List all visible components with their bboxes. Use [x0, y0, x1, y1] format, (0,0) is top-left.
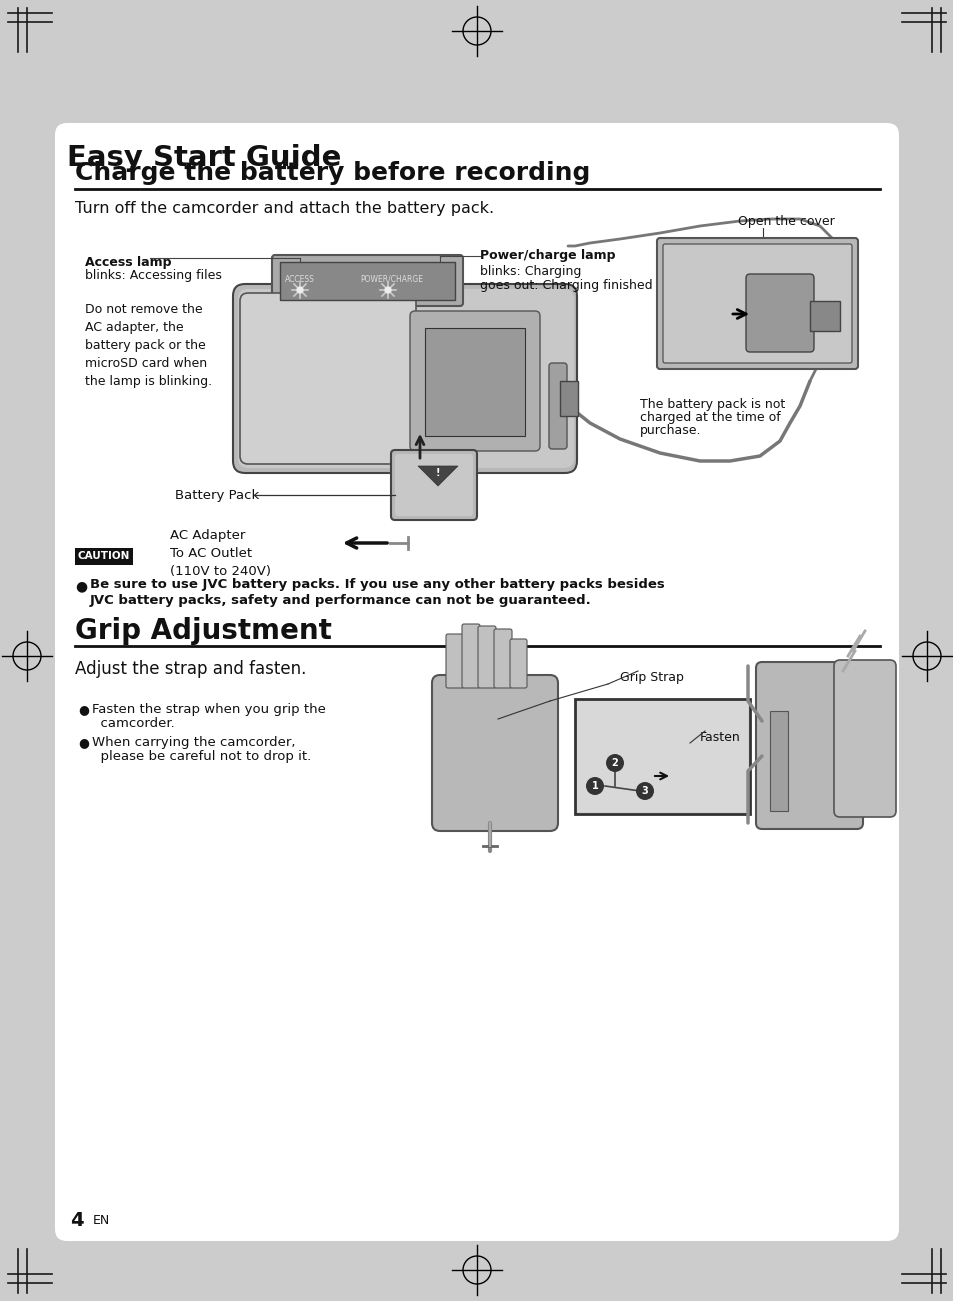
- FancyBboxPatch shape: [461, 624, 479, 688]
- Polygon shape: [417, 466, 457, 487]
- Text: ●: ●: [78, 736, 89, 749]
- Bar: [809, 301, 840, 330]
- FancyBboxPatch shape: [240, 293, 416, 464]
- Bar: [577, 701, 747, 812]
- Text: Easy Start Guide: Easy Start Guide: [67, 144, 341, 172]
- Text: blinks: Charging: blinks: Charging: [479, 265, 580, 278]
- Bar: [75, 548, 132, 565]
- FancyBboxPatch shape: [395, 454, 473, 516]
- Text: EN: EN: [92, 1215, 111, 1228]
- FancyBboxPatch shape: [662, 245, 851, 363]
- Circle shape: [296, 288, 303, 293]
- Text: Grip Strap: Grip Strap: [619, 671, 683, 684]
- FancyBboxPatch shape: [410, 311, 539, 451]
- Text: Fasten: Fasten: [700, 731, 740, 744]
- Text: goes out: Charging finished: goes out: Charging finished: [479, 278, 652, 291]
- Circle shape: [385, 288, 391, 293]
- FancyBboxPatch shape: [237, 289, 574, 468]
- Text: 3: 3: [641, 786, 648, 796]
- Text: purchase.: purchase.: [639, 424, 700, 437]
- FancyBboxPatch shape: [432, 675, 558, 831]
- Bar: [424, 328, 524, 436]
- Text: JVC battery packs, safety and performance can not be guaranteed.: JVC battery packs, safety and performanc…: [90, 595, 591, 608]
- Text: The battery pack is not: The battery pack is not: [639, 398, 784, 411]
- FancyBboxPatch shape: [657, 238, 857, 369]
- Text: camcorder.: camcorder.: [91, 717, 174, 730]
- Bar: [559, 381, 578, 416]
- FancyBboxPatch shape: [55, 124, 898, 1241]
- FancyBboxPatch shape: [446, 634, 463, 688]
- Bar: [280, 262, 455, 301]
- FancyBboxPatch shape: [548, 363, 566, 449]
- FancyBboxPatch shape: [494, 628, 512, 688]
- Text: charged at the time of: charged at the time of: [639, 411, 780, 424]
- Text: POWER/CHARGE: POWER/CHARGE: [359, 275, 422, 284]
- Text: 1: 1: [591, 781, 598, 791]
- Bar: [0, 0, 953, 126]
- Text: Battery Pack: Battery Pack: [174, 488, 259, 501]
- Text: ●: ●: [75, 579, 87, 593]
- Text: Power/charge lamp: Power/charge lamp: [479, 248, 615, 262]
- Text: CAUTION: CAUTION: [78, 552, 131, 561]
- FancyBboxPatch shape: [755, 662, 862, 829]
- Text: Adjust the strap and fasten.: Adjust the strap and fasten.: [75, 660, 306, 678]
- Text: Access lamp: Access lamp: [85, 256, 172, 269]
- FancyBboxPatch shape: [272, 255, 462, 306]
- Text: Grip Adjustment: Grip Adjustment: [75, 617, 332, 645]
- Text: blinks: Accessing files: blinks: Accessing files: [85, 269, 222, 282]
- FancyBboxPatch shape: [510, 639, 526, 688]
- Text: Open the cover: Open the cover: [738, 215, 834, 228]
- Text: ACCESS: ACCESS: [285, 275, 314, 284]
- Text: !: !: [436, 468, 439, 477]
- Text: Turn off the camcorder and attach the battery pack.: Turn off the camcorder and attach the ba…: [75, 202, 494, 216]
- Bar: [0, 1241, 953, 1301]
- Text: Do not remove the
AC adapter, the
battery pack or the
microSD card when
the lamp: Do not remove the AC adapter, the batter…: [85, 303, 212, 388]
- FancyBboxPatch shape: [391, 450, 476, 520]
- Text: Charge the battery before recording: Charge the battery before recording: [75, 161, 590, 185]
- Bar: [769, 712, 787, 811]
- Text: ●: ●: [78, 703, 89, 716]
- Text: When carrying the camcorder,: When carrying the camcorder,: [91, 736, 295, 749]
- Circle shape: [585, 777, 603, 795]
- Text: Fasten the strap when you grip the: Fasten the strap when you grip the: [91, 703, 326, 716]
- FancyBboxPatch shape: [745, 275, 813, 353]
- Circle shape: [605, 755, 623, 771]
- FancyBboxPatch shape: [833, 660, 895, 817]
- Text: AC Adapter
To AC Outlet
(110V to 240V): AC Adapter To AC Outlet (110V to 240V): [170, 530, 271, 578]
- Text: 4: 4: [70, 1211, 84, 1231]
- Text: Be sure to use JVC battery packs. If you use any other battery packs besides: Be sure to use JVC battery packs. If you…: [90, 578, 664, 591]
- Text: please be careful not to drop it.: please be careful not to drop it.: [91, 749, 311, 762]
- FancyBboxPatch shape: [575, 699, 749, 814]
- FancyBboxPatch shape: [477, 626, 496, 688]
- FancyBboxPatch shape: [233, 284, 577, 474]
- Text: 2: 2: [611, 758, 618, 768]
- Circle shape: [636, 782, 654, 800]
